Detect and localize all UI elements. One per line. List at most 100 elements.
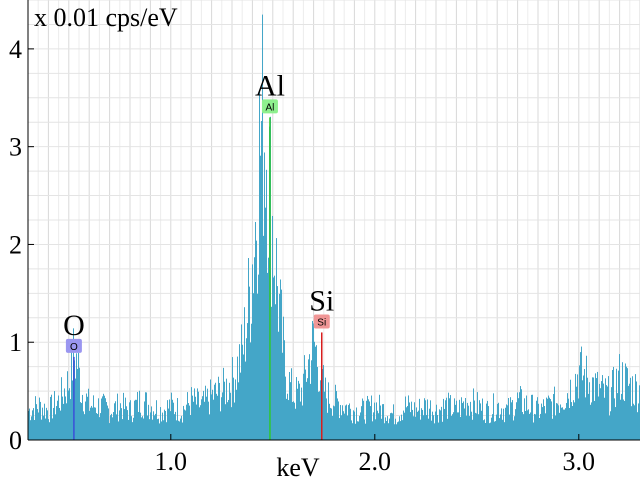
spectrum-bar	[46, 407, 47, 440]
spectrum-bar	[618, 370, 619, 440]
spectrum-bar	[510, 397, 511, 440]
spectrum-bar	[534, 413, 535, 440]
spectrum-bar	[207, 388, 208, 440]
spectrum-bar	[115, 401, 116, 440]
spectrum-bar	[596, 378, 597, 440]
spectrum-bar	[557, 403, 558, 440]
spectrum-bar	[82, 394, 83, 440]
spectrum-bar	[585, 397, 586, 440]
spectrum-bar	[431, 420, 432, 440]
spectrum-bar	[42, 407, 43, 440]
spectrum-bar	[448, 392, 449, 440]
spectrum-bar	[638, 403, 639, 440]
spectrum-bar	[604, 397, 605, 440]
spectrum-bar	[335, 384, 336, 440]
spectrum-bar	[243, 354, 244, 440]
spectrum-bar	[633, 403, 634, 440]
spectrum-bar	[567, 393, 568, 440]
spectrum-bar	[233, 377, 234, 440]
spectrum-bar	[306, 381, 307, 440]
spectrum-bar	[32, 410, 33, 440]
spectrum-bar	[62, 396, 63, 440]
spectrum-bar	[497, 403, 498, 440]
spectrum-bar	[542, 407, 543, 440]
spectrum-bar	[50, 396, 51, 440]
spectrum-bar	[495, 421, 496, 440]
spectrum-bar	[128, 419, 129, 440]
spectrum-bar	[397, 422, 398, 440]
spectrum-bar	[108, 408, 109, 440]
grid	[27, 0, 640, 441]
spectrum-bar	[331, 408, 332, 440]
spectrum-bar	[513, 420, 514, 440]
spectrum-bar	[380, 405, 381, 440]
spectrum-bar	[224, 381, 225, 440]
spectrum-bar	[81, 403, 82, 440]
spectrum-bar	[140, 412, 141, 440]
spectrum-bar	[162, 412, 163, 440]
spectrum-bar	[372, 421, 373, 440]
spectrum-bar	[220, 411, 221, 440]
spectrum-bar	[399, 416, 400, 440]
spectrum-bar	[635, 374, 636, 440]
spectrum-bar	[318, 391, 319, 440]
spectrum-bar	[345, 405, 346, 440]
spectrum-bar	[563, 409, 564, 440]
spectrum-bar	[483, 420, 484, 440]
spectrum-bar	[417, 411, 418, 440]
spectrum-bar	[77, 368, 78, 440]
spectrum-bar	[260, 155, 261, 440]
spectrum-bar	[514, 416, 515, 440]
spectrum-bar	[151, 406, 152, 440]
spectrum-bar	[571, 402, 572, 440]
spectrum-bar	[447, 418, 448, 440]
spectrum-bar	[407, 406, 408, 440]
spectrum-bar	[626, 366, 627, 440]
element-label-si: Si	[309, 284, 334, 317]
spectrum-bar	[486, 403, 487, 440]
spectrum-bar	[117, 393, 118, 440]
spectrum-bar	[423, 415, 424, 440]
spectrum-bar	[169, 399, 170, 440]
spectrum-bar	[99, 417, 100, 440]
spectrum-bar	[376, 402, 377, 440]
y-tick-label: 1	[9, 328, 22, 357]
spectrum-bar	[524, 398, 525, 440]
spectrum-bar	[564, 409, 565, 440]
spectrum-bar	[92, 407, 93, 440]
spectrum-bar	[419, 398, 420, 440]
spectrum-bar	[515, 409, 516, 440]
spectrum-bar	[532, 394, 533, 440]
spectrum-bar	[49, 422, 50, 440]
spectrum-bar	[52, 418, 53, 440]
spectrum-bar	[225, 404, 226, 440]
spectrum-bar	[453, 412, 454, 440]
spectrum-bar	[143, 418, 144, 440]
spectrum-bar	[428, 418, 429, 440]
spectrum-bar	[595, 373, 596, 440]
spectrum-bar	[462, 403, 463, 440]
spectrum-bar	[123, 392, 124, 440]
spectrum-bar	[562, 407, 563, 440]
spectrum-bar	[79, 367, 80, 440]
spectrum-bar	[332, 415, 333, 440]
spectrum-bar	[125, 397, 126, 440]
spectrum-bar	[467, 402, 468, 440]
spectrum-bar	[91, 405, 92, 440]
spectrum-bar	[334, 406, 335, 440]
spectrum-bar	[631, 406, 632, 440]
spectrum-bar	[305, 369, 306, 440]
spectrum-bar	[489, 423, 490, 440]
spectrum-bar	[194, 388, 195, 440]
spectrum-bar	[223, 367, 224, 440]
spectrum-bar	[316, 345, 317, 440]
spectrum-bar	[531, 394, 532, 440]
spectrum-bar	[538, 403, 539, 440]
spectrum-bar	[549, 397, 550, 440]
spectrum-bar	[503, 408, 504, 440]
spectrum-bar	[401, 414, 402, 440]
spectrum-bar	[262, 14, 263, 441]
spectrum-bar	[244, 307, 245, 440]
spectrum-bar	[582, 380, 583, 440]
spectrum-bar	[541, 403, 542, 440]
